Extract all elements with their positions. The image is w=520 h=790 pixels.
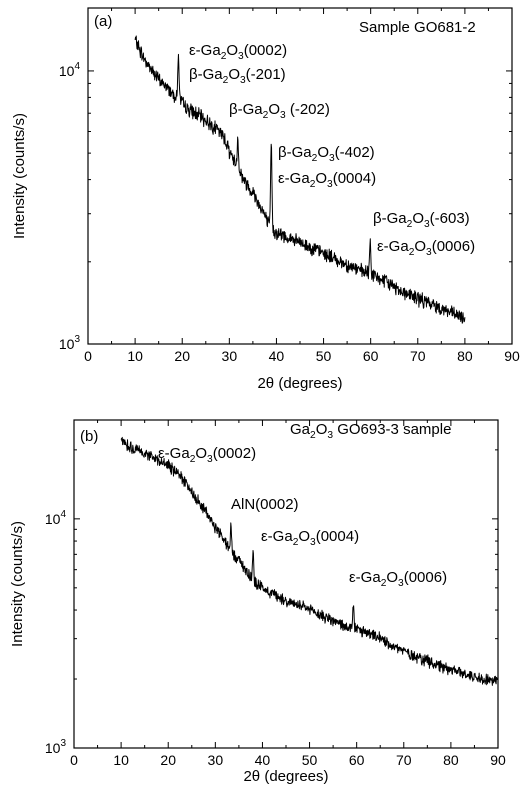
y-tick-label: 104 — [45, 509, 67, 527]
y-tick-label: 103 — [45, 738, 67, 756]
x-tick-label: 0 — [70, 752, 78, 768]
sample-label: Sample GO681-2 — [359, 19, 476, 36]
peak-annotation: ε-Ga2​O3​(0002) — [189, 42, 287, 62]
peak-annotation: ε-Ga2​O3​(0006) — [349, 569, 447, 589]
x-tick-label: 40 — [255, 752, 271, 768]
peak-annotation: β-Ga2​O3​ (-202) — [229, 101, 330, 121]
x-tick-label: 60 — [363, 348, 379, 364]
y-axis-label: Intensity (counts/s) — [11, 113, 28, 239]
y-tick-label: 103 — [59, 334, 81, 352]
x-tick-label: 20 — [160, 752, 176, 768]
x-axis-label: 2θ (degrees) — [257, 375, 342, 392]
peak-annotation: β-Ga2​O3​(-201) — [189, 66, 286, 86]
x-tick-label: 0 — [84, 348, 92, 364]
peak-annotation: β-Ga2​O3​(-603) — [373, 210, 470, 230]
x-tick-label: 50 — [316, 348, 332, 364]
peak-annotation: ε-Ga2​O3​(0006) — [377, 238, 475, 258]
x-tick-label: 80 — [457, 348, 473, 364]
x-tick-label: 70 — [410, 348, 426, 364]
x-tick-label: 40 — [269, 348, 285, 364]
x-tick-label: 20 — [174, 348, 190, 364]
xrd-trace — [120, 436, 499, 686]
x-tick-label: 80 — [443, 752, 459, 768]
peak-annotation: ε-Ga2​O3​(0004) — [278, 170, 376, 190]
panel-a: 0 10 20 30 40 50 60 70 80 90 103 104 2θ (degrees) Int… — [11, 7, 520, 392]
x-tick-label: 60 — [349, 752, 365, 768]
peak-annotation: ε-Ga2​O3​(0004) — [261, 528, 359, 548]
peak-annotation: ε-Ga2​O3​(0002) — [158, 445, 256, 465]
peak-annotation: β-Ga2​O3​(-402) — [278, 144, 375, 164]
peak-annotation: AlN(0002) — [231, 496, 299, 513]
panel-label: (b) — [80, 428, 98, 445]
x-tick-label: 90 — [490, 752, 506, 768]
xrd-trace — [134, 35, 466, 324]
x-tick-label: 30 — [208, 752, 224, 768]
x-tick-label: 10 — [113, 752, 129, 768]
panel-b: 0 10 20 30 40 50 60 70 80 90 103 104 2θ (degrees) Int… — [9, 419, 506, 785]
x-tick-label: 10 — [127, 348, 143, 364]
x-tick-label: 90 — [504, 348, 520, 364]
x-tick-label: 70 — [396, 752, 412, 768]
sample-label: Ga2​O3​ GO693-3 sample — [290, 421, 451, 441]
y-tick-label: 104 — [59, 61, 81, 79]
x-axis-label: 2θ (degrees) — [243, 768, 328, 785]
x-tick-label: 30 — [222, 348, 238, 364]
panel-label: (a) — [94, 13, 112, 30]
y-axis-label: Intensity (counts/s) — [9, 521, 26, 647]
x-tick-label: 50 — [302, 752, 318, 768]
